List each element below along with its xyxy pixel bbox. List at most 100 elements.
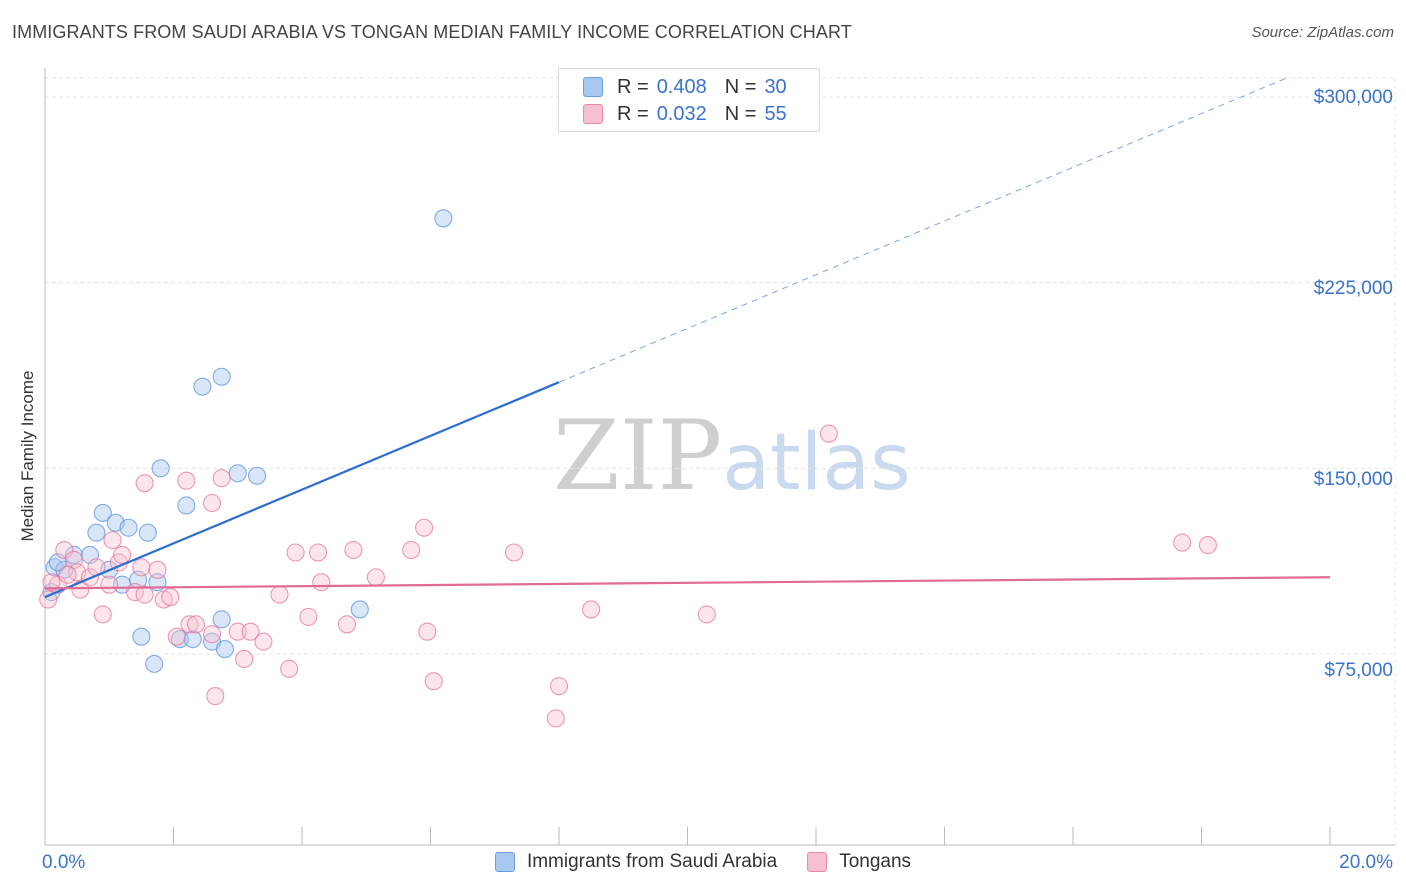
data-point-saudi: [132, 627, 151, 646]
data-point-tongan: [582, 600, 601, 619]
data-point-tongan: [254, 632, 273, 651]
data-point-tongan: [235, 649, 254, 669]
data-point-saudi: [434, 209, 453, 228]
data-point-saudi: [212, 610, 231, 629]
legend-row-saudi: R = 0.408 N = 30: [583, 74, 787, 100]
x-tick-max: 20.0%: [1339, 852, 1393, 873]
legend-n-value: 30: [764, 75, 787, 98]
data-point-saudi: [87, 523, 106, 542]
data-point-tongan: [337, 615, 357, 634]
legend-row-tongan: R = 0.032 N = 55: [583, 101, 787, 127]
trend-line-tongan: [44, 576, 1331, 590]
source-label: Source: ZipAtlas.com: [1251, 24, 1394, 41]
legend-r-value: 0.408: [656, 75, 707, 98]
legend-r-value: 0.032: [656, 102, 707, 125]
legend-swatch-tongan: [583, 104, 603, 124]
data-point-tongan: [103, 531, 122, 550]
y-axis-label: Median Family Income: [18, 370, 37, 542]
data-point-saudi: [183, 630, 202, 649]
data-point-saudi: [119, 518, 138, 537]
data-point-tongan: [100, 575, 119, 594]
data-point-saudi: [177, 496, 196, 515]
data-point-tongan: [148, 560, 167, 579]
data-point-tongan: [42, 573, 61, 592]
series-swatch-saudi: [494, 852, 515, 872]
watermark: ZIPatlas: [553, 400, 911, 512]
data-point-tongan: [241, 622, 260, 641]
data-point-tongan: [299, 607, 318, 626]
series-swatch-tongan: [807, 852, 828, 872]
chart-title: IMMIGRANTS FROM SAUDI ARABIA VS TONGAN M…: [12, 22, 852, 42]
data-point-saudi: [228, 464, 247, 483]
y-tick-75k: $75,000: [1324, 660, 1393, 681]
series-legend-item-tongan[interactable]: Tongans: [807, 851, 911, 873]
data-point-saudi: [93, 503, 112, 522]
trend-line-saudi: [44, 381, 560, 599]
data-point-tongan: [1198, 536, 1217, 555]
data-point-tongan: [309, 543, 328, 562]
data-point-tongan: [280, 659, 299, 678]
data-point-tongan: [1173, 533, 1192, 552]
data-point-tongan: [206, 687, 225, 706]
data-point-saudi: [138, 523, 157, 542]
data-point-saudi: [350, 600, 369, 619]
data-point-tongan: [415, 518, 434, 537]
y-tick-225k: $225,000: [1313, 278, 1393, 299]
watermark-zip: ZIP: [553, 400, 723, 512]
series-legend-item-saudi[interactable]: Immigrants from Saudi Arabia: [494, 851, 778, 873]
legend-n-value: 55: [764, 102, 787, 125]
legend-swatch-saudi: [583, 77, 603, 97]
data-point-tongan: [212, 469, 231, 488]
data-point-tongan: [312, 573, 331, 592]
series-label-tongan: Tongans: [839, 851, 912, 872]
series-legend: Immigrants from Saudi Arabia Tongans: [0, 851, 1406, 873]
data-point-tongan: [270, 585, 289, 604]
data-point-tongan: [161, 588, 180, 607]
legend-n-label: N =: [724, 75, 757, 98]
data-point-tongan: [819, 424, 838, 443]
data-point-saudi: [170, 630, 189, 649]
x-tick-min: 0.0%: [42, 852, 86, 873]
data-point-tongan: [93, 605, 112, 624]
watermark-atlas: atlas: [722, 418, 911, 508]
data-point-tongan: [549, 677, 569, 696]
data-point-tongan: [424, 672, 443, 691]
data-point-tongan: [203, 493, 222, 513]
data-point-tongan: [402, 540, 421, 560]
series-label-saudi: Immigrants from Saudi Arabia: [526, 851, 778, 872]
correlation-legend: R = 0.408 N = 30 R = 0.032 N = 55: [558, 68, 820, 132]
data-point-tongan: [366, 568, 385, 587]
data-point-saudi: [247, 466, 267, 485]
data-point-tongan: [418, 622, 437, 641]
data-point-saudi: [193, 377, 212, 396]
data-point-tongan: [504, 543, 524, 562]
data-point-tongan: [167, 627, 186, 646]
data-point-tongan: [58, 565, 77, 584]
legend-n-label: N =: [724, 102, 757, 125]
data-point-tongan: [135, 474, 154, 493]
data-point-saudi: [212, 367, 231, 386]
data-point-tongan: [113, 545, 132, 565]
data-point-saudi: [151, 459, 170, 478]
data-point-tongan: [286, 543, 305, 562]
data-point-tongan: [697, 605, 716, 624]
legend-r-label: R =: [617, 75, 649, 98]
data-point-tongan: [132, 558, 151, 577]
data-point-tongan: [344, 540, 363, 560]
data-point-tongan: [186, 615, 206, 634]
data-point-tongan: [546, 709, 565, 728]
y-tick-150k: $150,000: [1313, 469, 1393, 490]
data-point-saudi: [215, 639, 234, 659]
y-tick-300k: $300,000: [1313, 87, 1393, 108]
data-point-tongan: [177, 471, 196, 490]
data-point-tongan: [55, 540, 74, 560]
data-point-tongan: [203, 625, 222, 644]
data-point-tongan: [180, 615, 199, 634]
data-point-tongan: [135, 585, 154, 604]
data-point-saudi: [64, 545, 83, 565]
data-point-tongan: [39, 590, 58, 609]
data-point-saudi: [145, 654, 164, 673]
data-point-tongan: [228, 622, 247, 641]
legend-r-label: R =: [617, 102, 649, 125]
